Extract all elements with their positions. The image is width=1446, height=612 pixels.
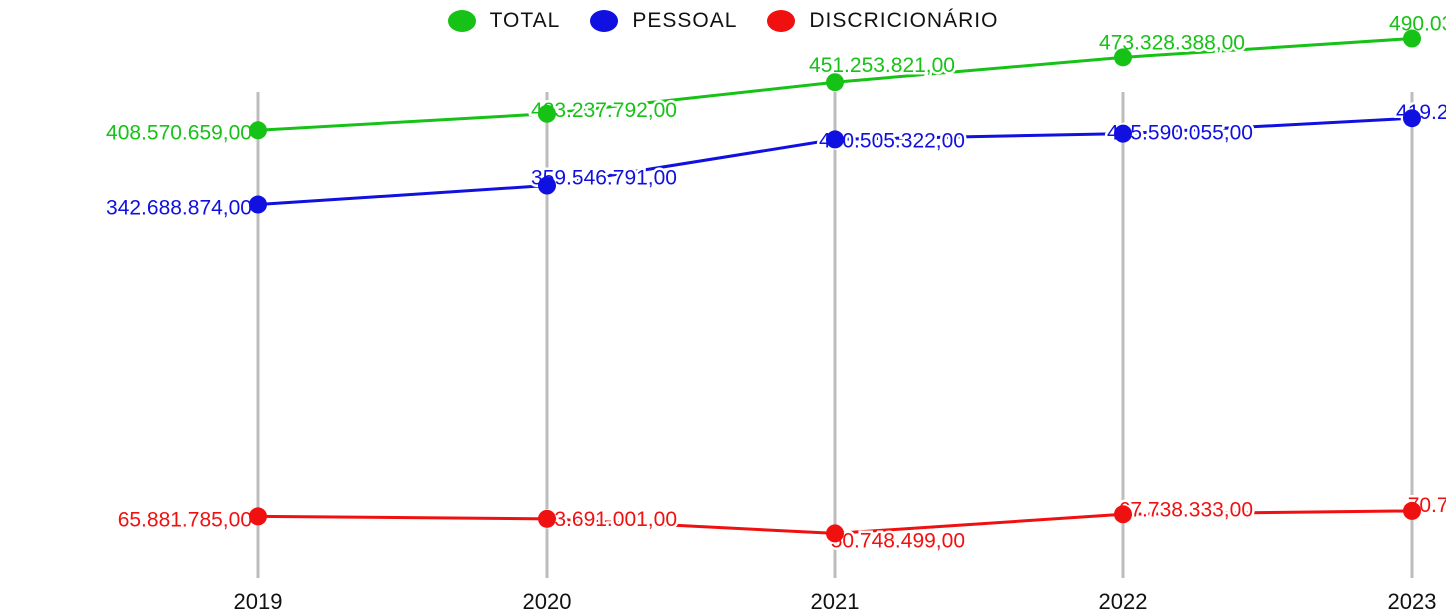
data-label-discricionario-2021: 50.748.499,00 xyxy=(831,529,965,552)
x-tick-label-2021: 2021 xyxy=(811,589,860,612)
data-label-pessoal-2022: 405.590.055,00 xyxy=(1107,122,1253,145)
legend-marker-total xyxy=(447,10,476,32)
legend-label-pessoal: PESSOAL xyxy=(632,9,738,32)
data-point-discricionario-2022[interactable] xyxy=(1114,505,1132,524)
legend-marker-pessoal xyxy=(590,10,619,32)
data-point-total-2020[interactable] xyxy=(538,104,556,123)
chart-legend: TOTAL PESSOAL DISCRICIONÁRIO xyxy=(0,6,1446,36)
data-point-pessoal-2020[interactable] xyxy=(538,176,556,195)
data-point-discricionario-2020[interactable] xyxy=(538,509,556,528)
legend-item-total[interactable]: TOTAL xyxy=(447,9,561,33)
data-label-pessoal-2019: 342.688.874,00 xyxy=(106,197,252,220)
data-point-total-2019[interactable] xyxy=(249,121,267,140)
x-tick-label-2023: 2023 xyxy=(1388,589,1437,612)
data-label-pessoal-2023: 419.281.692,00 xyxy=(1396,101,1446,124)
data-point-pessoal-2022[interactable] xyxy=(1114,124,1132,143)
data-label-total-2021: 451.253.821,00 xyxy=(809,54,955,77)
x-tick-label-2019: 2019 xyxy=(234,589,283,612)
data-point-total-2023[interactable] xyxy=(1403,29,1421,48)
data-label-discricionario-2022: 67.738.333,00 xyxy=(1119,498,1253,521)
data-label-discricionario-2020: 63.691.001,00 xyxy=(543,508,677,531)
data-label-total-2019: 408.570.659,00 xyxy=(106,121,252,144)
data-label-discricionario-2019: 65.881.785,00 xyxy=(118,508,252,531)
data-point-pessoal-2019[interactable] xyxy=(249,195,267,214)
legend-marker-discricionario xyxy=(767,10,796,32)
x-tick-label-2020: 2020 xyxy=(523,589,572,612)
data-point-total-2021[interactable] xyxy=(826,73,844,92)
data-point-pessoal-2021[interactable] xyxy=(826,130,844,149)
data-point-total-2022[interactable] xyxy=(1114,48,1132,67)
data-point-pessoal-2023[interactable] xyxy=(1403,109,1421,128)
legend-item-discricionario[interactable]: DISCRICIONÁRIO xyxy=(767,9,998,33)
data-point-discricionario-2019[interactable] xyxy=(249,507,267,526)
legend-item-pessoal[interactable]: PESSOAL xyxy=(590,9,737,33)
x-tick-label-2022: 2022 xyxy=(1099,589,1148,612)
data-point-discricionario-2021[interactable] xyxy=(826,524,844,543)
data-point-discricionario-2023[interactable] xyxy=(1403,501,1421,520)
legend-label-total: TOTAL xyxy=(489,9,561,32)
legend-label-discricionario: DISCRICIONÁRIO xyxy=(809,9,999,32)
